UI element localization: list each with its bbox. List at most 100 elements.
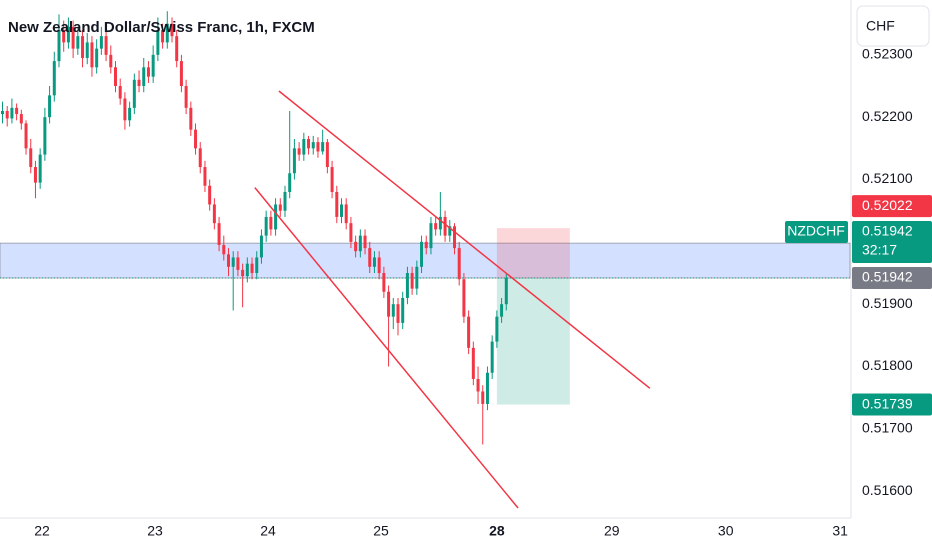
- candle-body: [184, 86, 188, 108]
- stop-zone: [496, 228, 570, 279]
- last-price-box: [852, 221, 932, 264]
- candle-body: [52, 61, 56, 96]
- candle-body: [476, 378, 480, 392]
- y-tick-label: 0.52200: [862, 108, 913, 124]
- candle-body: [495, 316, 499, 342]
- symbol-label: NZDCHF: [787, 223, 845, 239]
- candle-body: [19, 114, 23, 124]
- candle-body: [29, 148, 33, 168]
- candle-body: [316, 142, 320, 152]
- candle-body: [194, 129, 198, 149]
- candle-body: [500, 304, 504, 317]
- candle-body: [344, 204, 348, 224]
- candle-body: [161, 29, 165, 43]
- candle-body: [311, 142, 315, 149]
- target-zone: [496, 278, 570, 405]
- currency-button[interactable]: [856, 5, 930, 47]
- candle-body: [109, 54, 113, 68]
- entry-price-label: 0.51942: [862, 269, 913, 285]
- candle-body: [212, 204, 216, 224]
- x-tick-label: 29: [604, 523, 620, 539]
- chart-title: New Zealand Dollar/Swiss Franc, 1h, FXCM: [8, 19, 315, 36]
- candle-body: [118, 86, 122, 99]
- candle-body: [259, 235, 263, 258]
- candle-body: [349, 223, 353, 242]
- x-tick-label: 23: [147, 523, 163, 539]
- y-tick-label: 0.52100: [862, 170, 913, 186]
- candle-body: [485, 372, 489, 404]
- candle-body: [335, 191, 339, 217]
- candle-body: [415, 266, 419, 289]
- plot-area: [0, 11, 851, 509]
- candle-body: [462, 279, 466, 317]
- candle-body: [99, 36, 103, 49]
- x-tick-label: 30: [718, 523, 734, 539]
- candle-body: [179, 61, 183, 87]
- candle-body: [321, 142, 325, 152]
- candle-body: [81, 36, 85, 58]
- currency-label[interactable]: CHF: [866, 18, 895, 34]
- candle-body: [434, 223, 438, 230]
- candle-body: [377, 257, 381, 274]
- candle-body: [410, 273, 414, 289]
- symbol-box: [785, 221, 848, 244]
- candle-body: [283, 191, 287, 211]
- candle-body: [189, 107, 193, 130]
- target-price-box: [852, 393, 932, 416]
- candle-body: [382, 273, 386, 292]
- trend-line: [254, 187, 519, 509]
- candle-body: [452, 226, 456, 249]
- candle-body: [156, 29, 160, 55]
- candle-body: [420, 241, 424, 267]
- candle-body: [330, 167, 334, 192]
- candle-body: [307, 139, 311, 149]
- candle-body: [208, 185, 212, 205]
- candle-body: [269, 216, 273, 230]
- candle-body: [203, 167, 207, 186]
- candle-body: [62, 29, 66, 43]
- candle-body: [401, 297, 405, 323]
- candle-body: [24, 123, 28, 149]
- x-tick-label: 24: [260, 523, 276, 539]
- candle-body: [85, 42, 89, 58]
- y-tick-label: 0.51700: [862, 420, 913, 436]
- candle-body: [358, 235, 362, 252]
- candle-body: [137, 79, 141, 87]
- candle-body: [0, 110, 4, 115]
- candle-body: [278, 204, 282, 211]
- candle-body: [170, 23, 174, 37]
- candle-body: [151, 54, 155, 77]
- candle-body: [391, 304, 395, 317]
- candle-body: [448, 226, 452, 236]
- candle-body: [217, 223, 221, 245]
- candle-body: [429, 223, 433, 249]
- candle-body: [424, 241, 428, 249]
- candle-body: [113, 67, 117, 87]
- candle-body: [236, 257, 240, 270]
- highlight-zone: [0, 242, 851, 279]
- candle-body: [274, 204, 278, 230]
- candle-body: [90, 42, 94, 68]
- candle-body: [457, 248, 461, 280]
- candle-body: [481, 391, 485, 404]
- candle-body: [339, 204, 343, 217]
- candle-body: [292, 148, 296, 174]
- candle-body: [175, 36, 179, 62]
- y-tick-label: 0.51900: [862, 295, 913, 311]
- candle-body: [387, 291, 391, 317]
- candle-body: [490, 341, 494, 373]
- candle-body: [368, 248, 372, 267]
- candle-body: [165, 23, 169, 43]
- candle-body: [57, 29, 61, 62]
- x-tick-label: 31: [832, 523, 848, 539]
- candle-body: [405, 273, 409, 298]
- candle-body: [198, 148, 202, 168]
- candle-body: [363, 235, 367, 249]
- candle-body: [288, 173, 292, 192]
- candle-body: [142, 67, 146, 87]
- candle-body: [222, 244, 226, 255]
- candle-body: [443, 216, 447, 236]
- candle-body: [95, 48, 99, 68]
- stop-price-label: 0.52022: [862, 197, 913, 213]
